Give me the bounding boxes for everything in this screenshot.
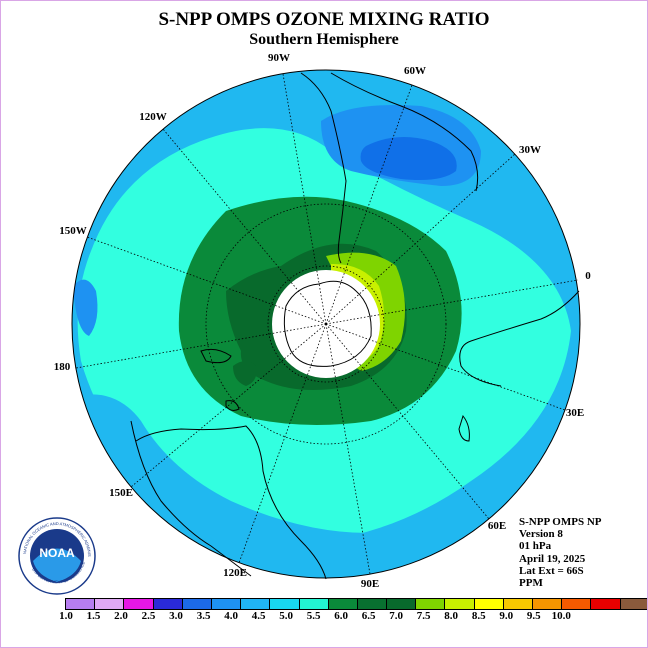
field-dark-blue-core (360, 137, 457, 180)
colorbar-swatch (503, 599, 533, 609)
meridian-120w (162, 128, 327, 325)
map-border (71, 69, 581, 579)
meridian-90w (282, 73, 327, 325)
map-subtitle: Southern Hemisphere (249, 31, 399, 48)
ozone-field (72, 70, 580, 578)
coast-south-america (300, 72, 347, 264)
coast-new-zealand (200, 348, 232, 364)
longitude-label-90e: 90E (360, 578, 380, 590)
colorbar-tick-label: 6.0 (334, 610, 348, 622)
meridian-150w (86, 236, 327, 325)
coast-australia-west (130, 420, 252, 577)
colorbar-tick-label: 10.0 (551, 610, 571, 622)
coast-tasmania (225, 400, 240, 411)
coast-australia (135, 425, 327, 580)
colorbar-swatch (95, 599, 125, 609)
longitude-label-60w: 60W (404, 65, 426, 77)
colorbar-tick-label: 6.5 (361, 610, 376, 622)
colorbar-swatch (328, 599, 358, 609)
meridian-120e (238, 323, 327, 564)
longitude-label-120e: 120E (223, 567, 247, 579)
meridian-30w (325, 153, 516, 325)
colorbar-swatch (620, 599, 647, 609)
longitude-label-30w: 30W (519, 144, 541, 156)
colorbar-tick-label: 2.0 (114, 610, 128, 622)
colorbar-swatch (270, 599, 300, 609)
longitude-label-90w: 90W (268, 52, 290, 64)
info-block: S-NPP OMPS NP Version 8 01 hPa April 19,… (519, 516, 602, 589)
longitude-label-150e: 150E (109, 487, 133, 499)
field-lime-crescent (326, 252, 405, 371)
noaa-logo-text: NOAA (39, 546, 75, 560)
colorbar-swatch (241, 599, 271, 609)
meridian-180 (75, 323, 327, 369)
longitude-label-60e: 60E (487, 520, 507, 532)
colorbar-swatch (153, 599, 183, 609)
colorbar-tick-label: 8.5 (471, 610, 486, 622)
colorbar-tick-label: 4.0 (224, 610, 238, 622)
colorbar-swatch (66, 599, 96, 609)
colorbar-swatch (416, 599, 446, 609)
colorbar-swatch (533, 599, 563, 609)
coast-south-america-east (330, 72, 479, 192)
meridian-30e (325, 323, 566, 411)
info-units: PPM (519, 577, 543, 590)
info-instrument: S-NPP OMPS NP (519, 516, 602, 528)
info-level: 01 hPa (519, 540, 552, 553)
colorbar-tick-label: 9.0 (499, 610, 514, 622)
meridian-90e (325, 323, 371, 575)
noaa-logo: NOAA NATIONAL OCEANIC AND ATMOSPHERIC AD… (17, 516, 96, 595)
colorbar-tick-label: 2.5 (141, 610, 156, 622)
meridian-60w (325, 84, 413, 325)
colorbar-swatch (124, 599, 154, 609)
longitude-label-120w: 120W (139, 111, 167, 123)
info-lat-ext: Lat Ext = 66S (519, 564, 584, 577)
colorbar-tick-label: 7.0 (389, 610, 404, 622)
colorbar-swatch (211, 599, 242, 609)
colorbar-tick-label: 9.5 (526, 610, 541, 622)
colorbar-tick-label: 1.0 (59, 610, 73, 622)
colorbar-swatch (591, 599, 621, 609)
field-blue-west-patch (73, 279, 98, 336)
colorbar-swatch (474, 599, 504, 609)
colorbar-swatch (357, 599, 388, 609)
colorbar-swatch (387, 599, 417, 609)
colorbar-tick-label: 7.5 (416, 610, 431, 622)
colorbar-tick-label: 1.5 (86, 610, 101, 622)
coastlines (130, 72, 580, 580)
meridian-150e (130, 323, 327, 488)
graticule (75, 73, 579, 575)
colorbar-swatch (299, 599, 329, 609)
coast-madagascar (458, 414, 470, 442)
colorbar-tick-label: 3.0 (169, 610, 183, 622)
field-dark-green-blob (233, 361, 257, 386)
info-version: Version 8 (519, 528, 563, 541)
colorbar-swatch (445, 599, 475, 609)
info-date: April 19, 2025 (519, 552, 586, 565)
colorbar-tick-label: 5.5 (306, 610, 321, 622)
colorbar-tick-label: 5.0 (279, 610, 293, 622)
map-title: S-NPP OMPS OZONE MIXING RATIO (158, 9, 490, 30)
colorbar-tick-label: 8.0 (444, 610, 459, 622)
coast-antarctica (283, 280, 372, 367)
longitude-label-0: 0 (585, 270, 591, 282)
longitude-label-30e: 30E (565, 407, 585, 419)
colorbar-swatch (562, 599, 592, 609)
longitude-label-150w: 150W (59, 225, 87, 237)
colorbar (65, 598, 647, 610)
meridian-0 (325, 279, 579, 325)
meridian-60e (325, 323, 490, 520)
latitude-circle-outer (205, 203, 447, 445)
colorbar-swatch (182, 599, 212, 609)
colorbar-tick-label: 4.5 (251, 610, 266, 622)
coast-africa (459, 290, 580, 387)
latitude-circle-inner (267, 265, 385, 383)
longitude-label-180: 180 (53, 361, 71, 373)
colorbar-tick-label: 3.5 (196, 610, 211, 622)
